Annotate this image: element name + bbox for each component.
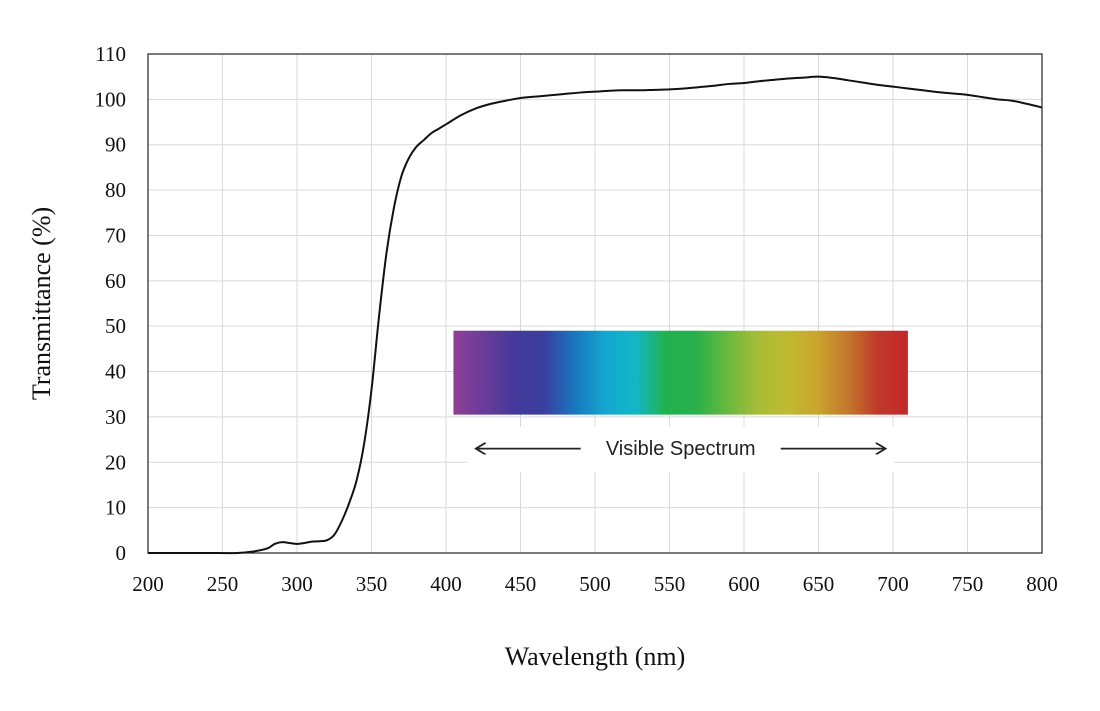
y-tick-label: 0 xyxy=(116,541,127,565)
x-axis-title: Wavelength (nm) xyxy=(505,642,686,671)
x-tick-label: 350 xyxy=(356,572,388,596)
y-tick-label: 40 xyxy=(105,360,126,384)
x-axis-ticks: 200 250 300 350 400 450 500 550 600 650 700 750 800 xyxy=(132,572,1058,596)
y-tick-label: 70 xyxy=(105,223,126,247)
x-tick-label: 250 xyxy=(207,572,239,596)
y-tick-label: 110 xyxy=(95,42,126,66)
y-tick-label: 100 xyxy=(95,87,127,111)
x-tick-label: 550 xyxy=(654,572,686,596)
y-tick-label: 60 xyxy=(105,269,126,293)
x-tick-label: 500 xyxy=(579,572,611,596)
y-tick-label: 30 xyxy=(105,405,126,429)
plot-frame xyxy=(147,53,1043,554)
gridlines xyxy=(147,53,1043,554)
y-tick-label: 90 xyxy=(105,133,126,157)
y-tick-label: 80 xyxy=(105,178,126,202)
transmittance-curve xyxy=(148,75,1043,555)
x-tick-label: 300 xyxy=(281,572,313,596)
y-axis-title: Transmittance (%) xyxy=(27,207,56,400)
y-axis-ticks: 0 10 20 30 40 50 60 70 80 90 100 110 xyxy=(95,42,127,565)
arrow-label-background xyxy=(467,426,894,473)
x-tick-label: 800 xyxy=(1026,572,1058,596)
y-tick-label: 10 xyxy=(105,496,126,520)
x-tick-label: 750 xyxy=(952,572,984,596)
x-tick-label: 200 xyxy=(132,572,164,596)
y-tick-label: 50 xyxy=(105,314,126,338)
x-tick-label: 700 xyxy=(877,572,909,596)
x-tick-label: 600 xyxy=(728,572,760,596)
x-tick-label: 650 xyxy=(803,572,835,596)
visible-spectrum-band xyxy=(453,330,908,415)
y-tick-label: 20 xyxy=(105,450,126,474)
visible-spectrum-label: Visible Spectrum xyxy=(606,438,756,460)
x-tick-label: 450 xyxy=(505,572,537,596)
x-tick-label: 400 xyxy=(430,572,462,596)
visible-spectrum-annotation: Visible Spectrum xyxy=(453,330,908,473)
